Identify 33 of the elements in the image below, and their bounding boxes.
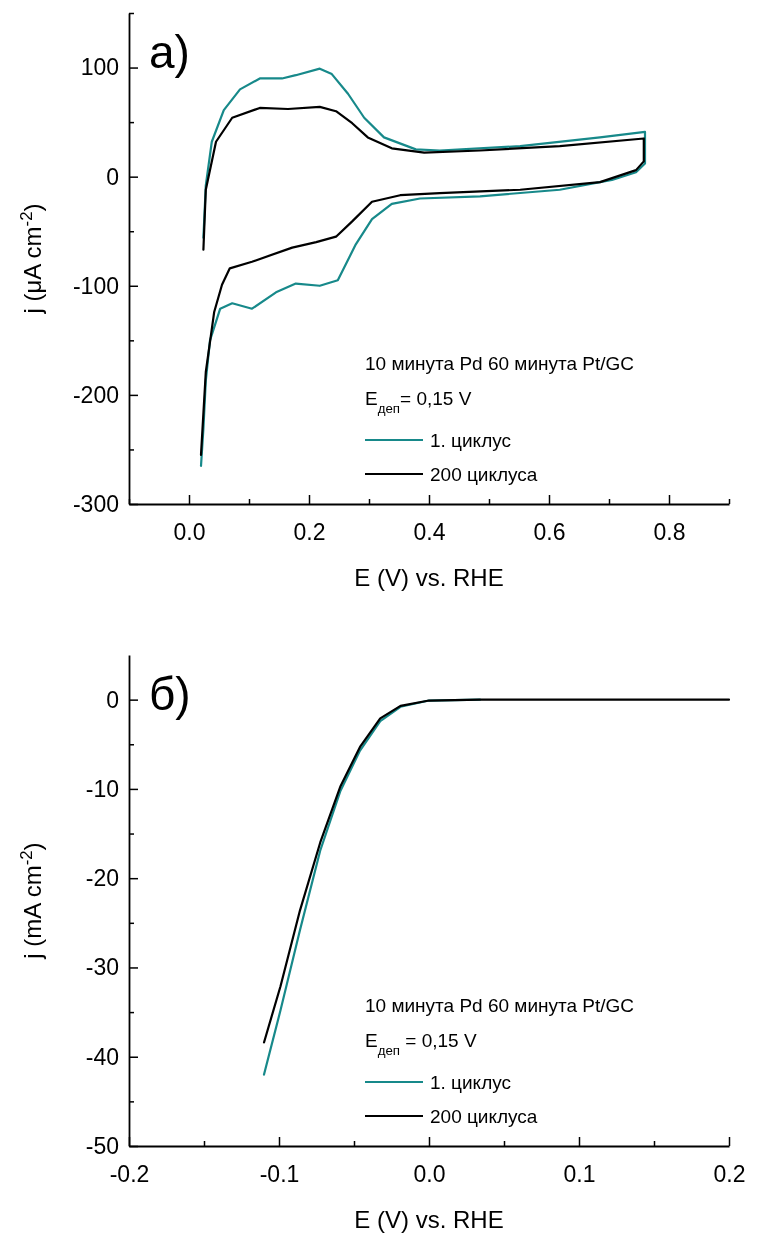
x-tick-label: -0.1 [259, 1161, 300, 1188]
annotation: б) [149, 668, 191, 720]
x-tick-label: 0.8 [653, 519, 686, 546]
x-tick-label: 0.2 [293, 519, 326, 546]
y-tick-label: -20 [85, 865, 119, 892]
y-tick-label: 100 [80, 54, 119, 81]
x-tick-label: 0.0 [173, 519, 206, 546]
legend-label: 200 циклуса [430, 463, 538, 485]
x-axis-title: E (V) vs. RHE [354, 564, 504, 591]
annotation: 10 минута Pd 60 минута Pt/GC [365, 994, 635, 1016]
x-tick-label: 0.1 [563, 1161, 596, 1188]
y-tick-label: -10 [85, 775, 119, 802]
annotation: E$_{деп}$ = 0,15 V [365, 1029, 477, 1058]
x-tick-label: 0.6 [533, 519, 566, 546]
annotation: 10 минута Pd 60 минута Pt/GC [365, 352, 635, 374]
y-tick-label: -50 [85, 1132, 119, 1159]
legend-label: 200 циклуса [430, 1105, 538, 1127]
annotation: E$_{деп}$= 0,15 V [365, 387, 472, 416]
y-tick-label: -40 [85, 1043, 119, 1070]
y-tick-label: -200 [72, 381, 119, 408]
y-tick-label: -100 [72, 272, 119, 299]
x-tick-label: -0.2 [109, 1161, 150, 1188]
y-tick-label: -30 [85, 954, 119, 981]
y-tick-label: 0 [106, 686, 119, 713]
y-tick-label: 0 [106, 163, 119, 190]
legend-label: 1. циклус [430, 1071, 512, 1093]
y-tick-label: -300 [72, 490, 119, 517]
x-axis-title: E (V) vs. RHE [354, 1206, 504, 1233]
x-tick-label: 0.2 [713, 1161, 746, 1188]
x-tick-label: 0.4 [413, 519, 446, 546]
x-tick-label: 0.0 [413, 1161, 446, 1188]
legend-label: 1. циклус [430, 429, 512, 451]
annotation: a) [149, 26, 190, 78]
